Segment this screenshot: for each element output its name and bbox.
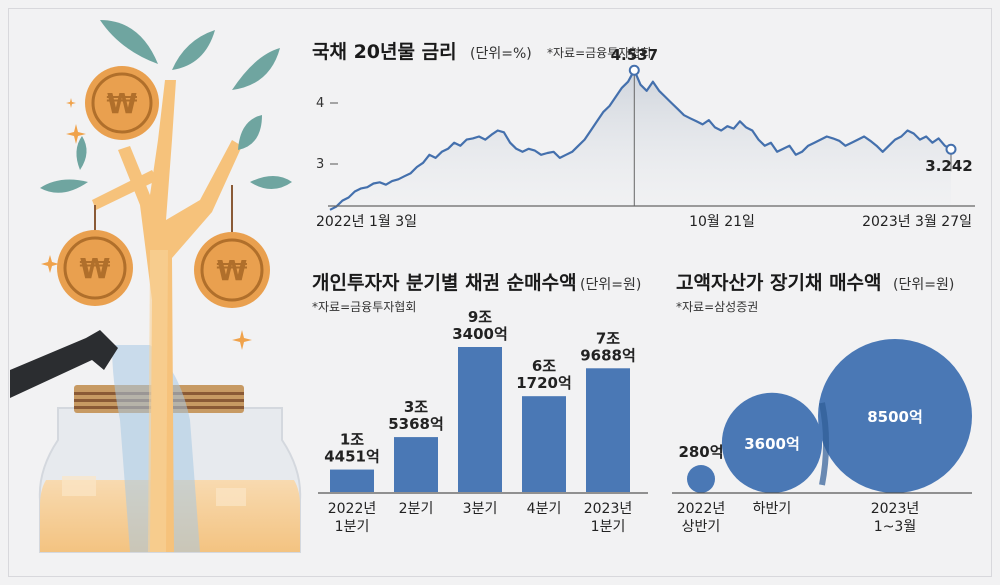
end-point — [945, 143, 957, 155]
x-label-start: 2022년 1월 3일 — [316, 214, 417, 230]
bubble-category-label: 2022년 — [677, 501, 726, 517]
bubble-category-label: 상반기 — [682, 519, 721, 535]
bar-category-label: 3분기 — [463, 501, 498, 517]
bubble-chart-source: *자료=삼성증권 — [676, 300, 758, 314]
y-tick-label: 4 — [316, 96, 324, 111]
illustration: ₩ ₩ ₩ — [10, 20, 302, 553]
leaf-icon — [172, 30, 215, 70]
svg-text:₩: ₩ — [80, 252, 111, 285]
sparkle-icon — [232, 330, 252, 350]
coin-icon: ₩ — [85, 66, 159, 140]
bubble — [687, 465, 715, 493]
bubble-overlap — [819, 402, 830, 486]
bubble — [818, 339, 972, 493]
svg-text:₩: ₩ — [217, 254, 248, 287]
leaf-icon — [238, 115, 262, 150]
sparkle-icon — [66, 98, 76, 108]
bar-chart-source: *자료=금융투자협회 — [312, 300, 416, 314]
bar-value-label: 3조 — [404, 398, 428, 416]
sparkle-icon — [41, 255, 59, 273]
bubble-value-label: 280억 — [678, 443, 723, 461]
line-chart: 국채 20년물 금리 (단위=%) *자료=금융투자협회 4 3 4.537 3… — [312, 41, 975, 230]
end-value-label: 3.242 — [925, 157, 972, 175]
bubble-category-label: 1~3월 — [874, 519, 916, 535]
bar-category-label: 2분기 — [399, 501, 434, 517]
bar — [330, 469, 374, 492]
bubble-category-label: 2023년 — [871, 501, 920, 517]
svg-text:₩: ₩ — [107, 87, 138, 120]
bar — [394, 437, 438, 492]
bar-category-label: 2022년 — [328, 501, 377, 517]
tree-trunk — [118, 80, 242, 552]
watering-can-icon — [10, 330, 118, 398]
line-chart-unit: (단위=%) — [470, 46, 532, 62]
bar-value-label: 3400억 — [452, 325, 508, 343]
bubble — [721, 392, 823, 493]
leaf-icon — [250, 176, 292, 189]
bar-category-label: 4분기 — [527, 501, 562, 517]
bar-value-label: 4451억 — [324, 448, 380, 466]
bar-chart-title: 개인투자자 분기별 채권 순매수액 — [312, 272, 577, 294]
line-chart-title: 국채 20년물 금리 — [312, 41, 457, 63]
leaf-icon — [76, 136, 87, 170]
bar-value-label: 9688억 — [580, 346, 636, 364]
bubble-value-label: 3600억 — [744, 435, 800, 453]
bar-category-label: 1분기 — [335, 519, 370, 535]
bar-category-label: 1분기 — [591, 519, 626, 535]
coin-icon: ₩ — [57, 230, 133, 306]
peak-value-label: 4.537 — [611, 46, 658, 64]
leaf-icon — [40, 179, 88, 193]
line-area-fill — [330, 70, 951, 210]
line-chart-source: *자료=금융투자협회 — [547, 46, 651, 60]
bar-value-label: 7조 — [596, 329, 620, 347]
bubble-chart: 고액자산가 장기채 매수액 (단위=원) *자료=삼성증권 280억 3600억 8… — [672, 272, 972, 535]
peak-point — [628, 64, 640, 76]
line-series — [329, 69, 952, 211]
bar — [586, 368, 630, 492]
bar-value-label: 1조 — [340, 431, 364, 449]
bar-value-label: 6조 — [532, 357, 556, 375]
leaf-icon — [232, 48, 280, 90]
bar — [458, 347, 502, 492]
bar-chart: 개인투자자 분기별 채권 순매수액 (단위=원) *자료=금융투자협회 1조44… — [312, 272, 648, 535]
bubble-category-label: 하반기 — [753, 501, 792, 517]
sparkle-icon — [66, 124, 86, 144]
bubble-chart-title: 고액자산가 장기채 매수액 — [676, 272, 882, 294]
bar — [522, 396, 566, 492]
leaf-icon — [100, 20, 158, 64]
bubble-chart-unit: (단위=원) — [893, 277, 954, 293]
bar-category-label: 2023년 — [584, 501, 633, 517]
bar-chart-unit: (단위=원) — [580, 277, 641, 293]
y-tick-label: 3 — [316, 157, 324, 172]
bar-value-label: 9조 — [468, 308, 492, 326]
coin-icon: ₩ — [194, 232, 270, 308]
bar-value-label: 5368억 — [388, 415, 444, 433]
x-label-end: 2023년 3월 27일 — [862, 214, 972, 230]
x-label-peak: 10월 21일 — [689, 214, 755, 230]
bubble-value-label: 8500억 — [867, 408, 923, 426]
bar-value-label: 1720억 — [516, 374, 572, 392]
